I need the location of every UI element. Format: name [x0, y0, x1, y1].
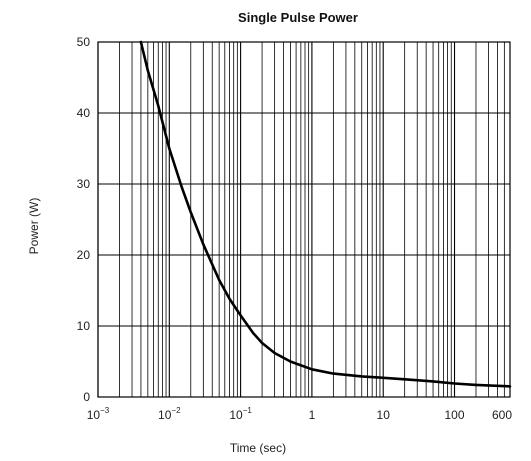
y-tick-labels: 0 10 20 30 40 50: [77, 35, 91, 404]
x-axis-label: Time (sec): [230, 441, 286, 455]
x-tick-labels: 10−3 10−2 10−1 1 10 100 600: [87, 406, 513, 422]
x-tick-label: 10−1: [229, 406, 252, 422]
grid-lines: [97, 41, 511, 398]
y-tick-label: 50: [77, 35, 91, 49]
x-tick-label: 600: [492, 408, 512, 422]
y-tick-label: 10: [77, 319, 91, 333]
series-group: [139, 40, 512, 388]
plot-frame: [97, 41, 511, 398]
y-axis-label: Power (W): [27, 198, 41, 255]
y-tick-label: 30: [77, 177, 91, 191]
y-tick-label: 40: [77, 106, 91, 120]
y-tick-label: 0: [83, 390, 90, 404]
x-tick-label: 100: [444, 408, 464, 422]
power-curve-line: [139, 40, 512, 388]
y-tick-label: 20: [77, 248, 91, 262]
x-tick-label: 10: [377, 408, 391, 422]
x-tick-label: 10−2: [158, 406, 181, 422]
x-tick-label: 10−3: [87, 406, 110, 422]
x-tick-label: 1: [309, 408, 316, 422]
chart-title: Single Pulse Power: [238, 10, 358, 25]
